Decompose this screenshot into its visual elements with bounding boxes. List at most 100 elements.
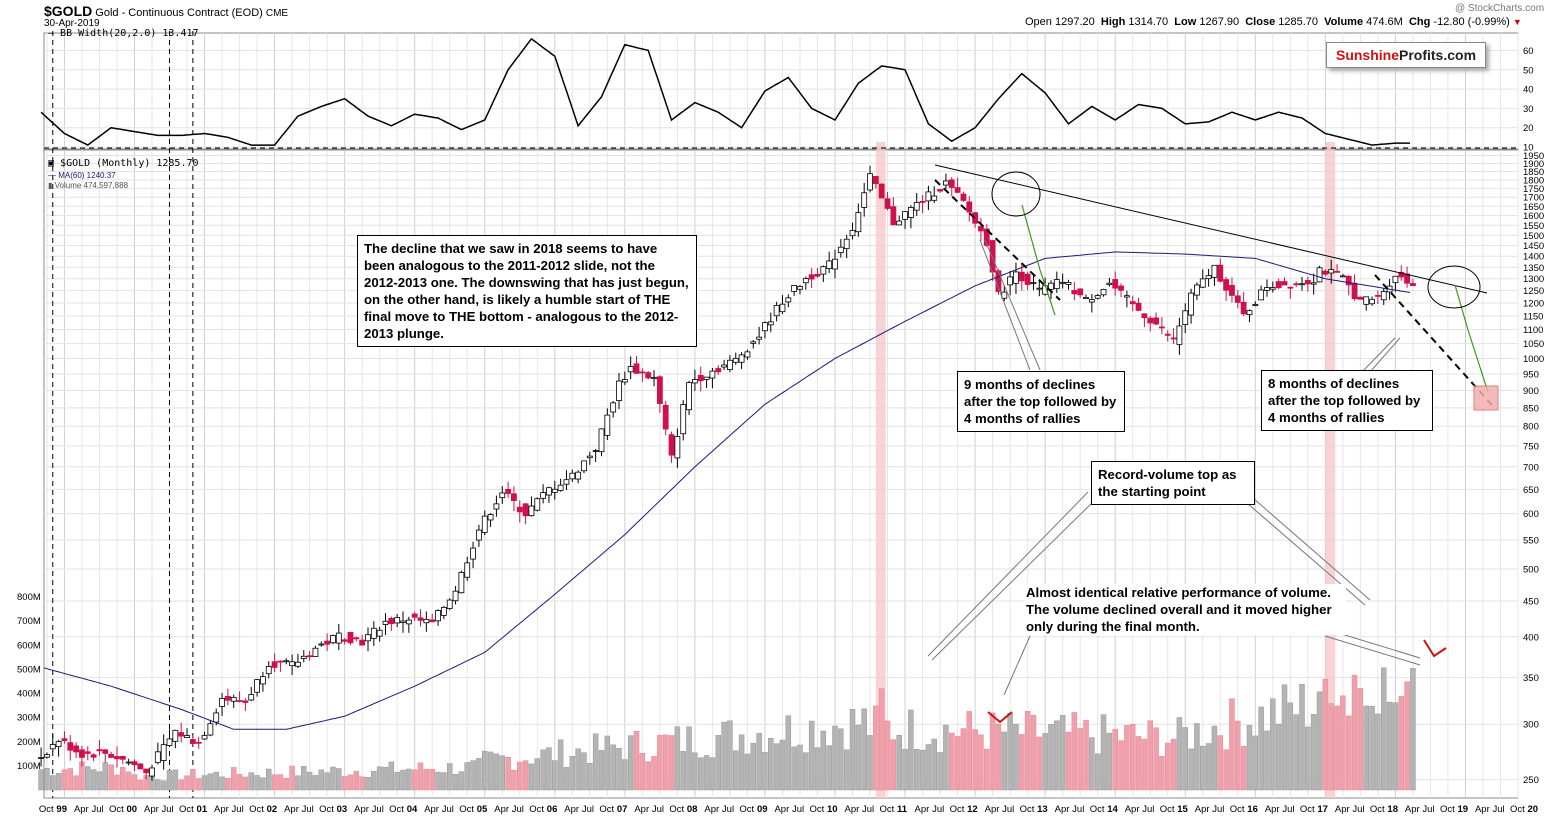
volume-bar bbox=[627, 735, 634, 791]
volume-bar bbox=[534, 758, 541, 791]
price-tick-label: 600 bbox=[1523, 509, 1539, 520]
candle-body bbox=[236, 700, 243, 702]
volume-bar bbox=[336, 768, 342, 791]
volume-bar bbox=[96, 771, 103, 791]
x-tick-label: Oct bbox=[389, 804, 404, 815]
candle-body bbox=[732, 357, 739, 363]
volume-tick-label: 300M bbox=[17, 713, 41, 724]
price-tick-label: 1200 bbox=[1523, 299, 1544, 310]
candle-body bbox=[656, 376, 663, 404]
candle-body bbox=[1281, 281, 1288, 286]
volume-bar bbox=[341, 776, 348, 791]
candle-body bbox=[872, 176, 879, 184]
x-tick-label: Jul bbox=[1142, 804, 1154, 815]
price-tick-label: 1150 bbox=[1523, 311, 1543, 322]
price-tick-label: 550 bbox=[1523, 536, 1539, 547]
volume-bar bbox=[137, 779, 144, 791]
candle-body bbox=[499, 492, 506, 499]
volume-bar bbox=[242, 776, 249, 791]
volume-bar bbox=[44, 767, 50, 791]
volume-bar bbox=[382, 766, 389, 791]
volume-bar bbox=[989, 712, 996, 791]
candle-body bbox=[108, 753, 115, 758]
candle-body bbox=[785, 297, 792, 303]
candle-body bbox=[435, 610, 441, 622]
price-tick-label: 1100 bbox=[1523, 325, 1543, 336]
candle-body bbox=[563, 479, 570, 485]
volume-bar bbox=[943, 724, 949, 791]
x-tick-label: Oct bbox=[1090, 804, 1105, 815]
volume-bar bbox=[557, 739, 564, 791]
volume-bar bbox=[102, 762, 109, 791]
volume-bar bbox=[1340, 695, 1346, 791]
green-path-2019 bbox=[1454, 284, 1489, 393]
volume-bar bbox=[779, 739, 786, 791]
volume-bar bbox=[1170, 738, 1177, 791]
price-tick-label: 850 bbox=[1523, 403, 1539, 414]
relative-perf-pointer bbox=[1003, 635, 1031, 696]
price-candles bbox=[38, 165, 1416, 781]
candle-body bbox=[388, 618, 395, 624]
x-tick-label: Apr bbox=[354, 804, 369, 815]
volume-bar bbox=[1089, 737, 1095, 791]
x-tick-label: Apr bbox=[284, 804, 299, 815]
candle-body bbox=[1252, 304, 1259, 306]
x-tick-label: Jul bbox=[1282, 804, 1294, 815]
price-tick-label: 300 bbox=[1523, 720, 1539, 731]
candle-body bbox=[166, 738, 173, 746]
volume-bar bbox=[493, 753, 500, 791]
volume-bar bbox=[587, 763, 593, 791]
candle-body bbox=[808, 274, 815, 280]
chart-date: 30-Apr-2019 bbox=[44, 18, 100, 29]
price-tick-label: 1950 bbox=[1523, 151, 1544, 162]
volume-bar bbox=[843, 749, 850, 791]
price-tick-label: 750 bbox=[1523, 441, 1539, 452]
candle-body bbox=[417, 617, 424, 621]
price-tick-label: 1900 bbox=[1523, 159, 1544, 170]
volume-bar bbox=[949, 732, 955, 791]
volume-bar bbox=[931, 738, 937, 791]
volume-bar bbox=[295, 775, 301, 791]
x-tick-label: Oct bbox=[599, 804, 614, 815]
volume-bar bbox=[1369, 706, 1375, 791]
candle-body bbox=[569, 472, 576, 480]
volume-bar bbox=[581, 752, 587, 791]
candle-body bbox=[861, 192, 868, 208]
volume-bar bbox=[125, 771, 132, 791]
volume-bar bbox=[1258, 706, 1264, 791]
x-tick-label: Apr bbox=[915, 804, 930, 815]
candle-body bbox=[1410, 283, 1416, 287]
candle-body bbox=[1083, 297, 1089, 299]
x-tick-label: 19 bbox=[1457, 804, 1468, 815]
price-tick-label: 1400 bbox=[1523, 252, 1544, 263]
x-tick-label: Apr bbox=[144, 804, 159, 815]
candle-body bbox=[1135, 302, 1142, 311]
candle-body bbox=[1363, 296, 1370, 305]
price-tick-label: 400 bbox=[1523, 632, 1539, 643]
x-tick-label: Oct bbox=[109, 804, 124, 815]
candle-body bbox=[365, 634, 371, 642]
candle-body bbox=[353, 637, 360, 640]
candle-body bbox=[902, 211, 908, 220]
candle-body bbox=[131, 761, 138, 766]
candle-body bbox=[1112, 279, 1119, 289]
candle-body bbox=[1205, 275, 1212, 280]
volume-bar bbox=[505, 757, 511, 791]
candle-body bbox=[1164, 333, 1171, 336]
volume-tick-label: 700M bbox=[17, 616, 41, 627]
x-tick-label: Oct bbox=[529, 804, 544, 815]
volume-bar bbox=[90, 769, 97, 791]
volume-bar bbox=[569, 756, 576, 791]
note-pointer bbox=[1361, 337, 1396, 373]
volume-bar bbox=[1153, 727, 1159, 791]
price-tick-label: 800 bbox=[1523, 422, 1539, 433]
candle-body bbox=[224, 696, 231, 701]
relative-perf-pointer bbox=[1324, 635, 1421, 666]
volume-bar bbox=[1129, 723, 1136, 791]
volume-bar bbox=[254, 775, 260, 791]
logo-part1: Sunshine bbox=[1335, 47, 1399, 63]
candle-body bbox=[1053, 279, 1060, 290]
x-tick-label: Jul bbox=[862, 804, 874, 815]
volume-bar bbox=[1112, 728, 1118, 791]
